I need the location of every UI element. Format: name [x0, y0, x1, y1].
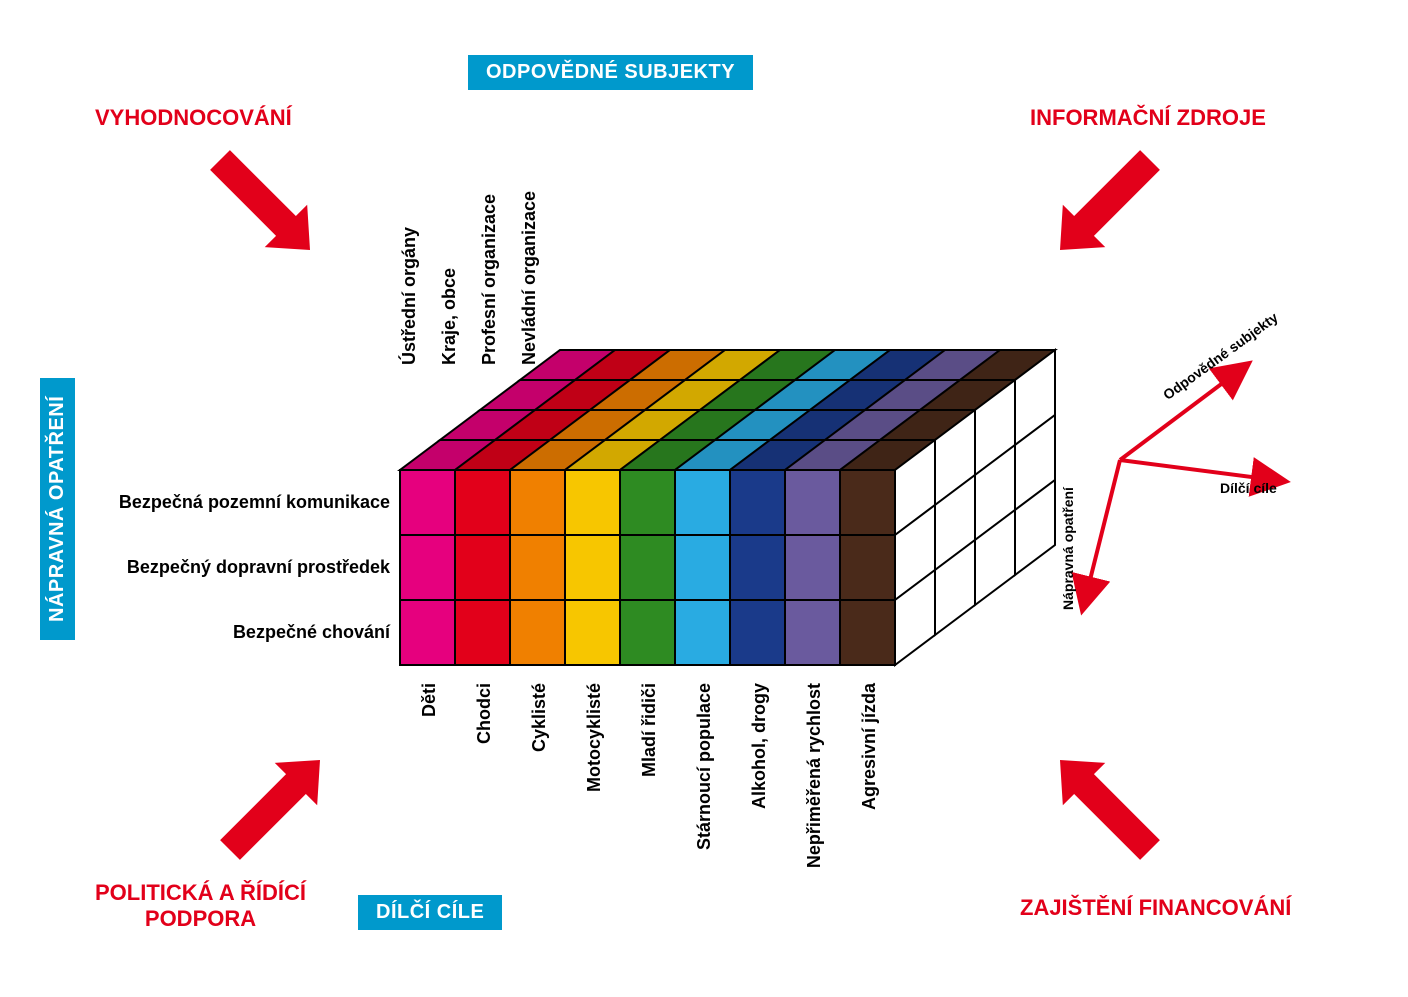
mini-axis-label: Nápravná opatření	[1060, 487, 1076, 610]
x-axis-label: Alkohol, drogy	[749, 683, 770, 809]
z-axis-label: Ústřední orgány	[399, 227, 420, 365]
x-axis-label: Cyklisté	[529, 683, 550, 752]
x-axis-label: Agresivní jízda	[859, 683, 880, 810]
y-axis-label: Bezpečné chování	[233, 622, 390, 643]
x-axis-label: Motocyklisté	[584, 683, 605, 792]
z-axis-label: Profesní organizace	[479, 194, 500, 365]
z-axis-label: Nevládní organizace	[519, 191, 540, 365]
y-axis-label: Bezpečná pozemní komunikace	[119, 492, 390, 513]
mini-axis-label: Dílčí cíle	[1220, 480, 1277, 496]
cube-3d	[400, 350, 1055, 665]
diagram-stage: ODPOVĚDNÉ SUBJEKTY NÁPRAVNÁ OPATŘENÍ DÍL…	[0, 0, 1408, 997]
x-axis-label: Stárnoucí populace	[694, 683, 715, 850]
x-axis-label: Děti	[419, 683, 440, 717]
y-axis-label: Bezpečný dopravní prostředek	[127, 557, 390, 578]
z-axis-label: Kraje, obce	[439, 268, 460, 365]
x-axis-label: Mladí řidiči	[639, 683, 660, 777]
x-axis-label: Chodci	[474, 683, 495, 744]
x-axis-label: Nepřiměřená rychlost	[804, 683, 825, 868]
